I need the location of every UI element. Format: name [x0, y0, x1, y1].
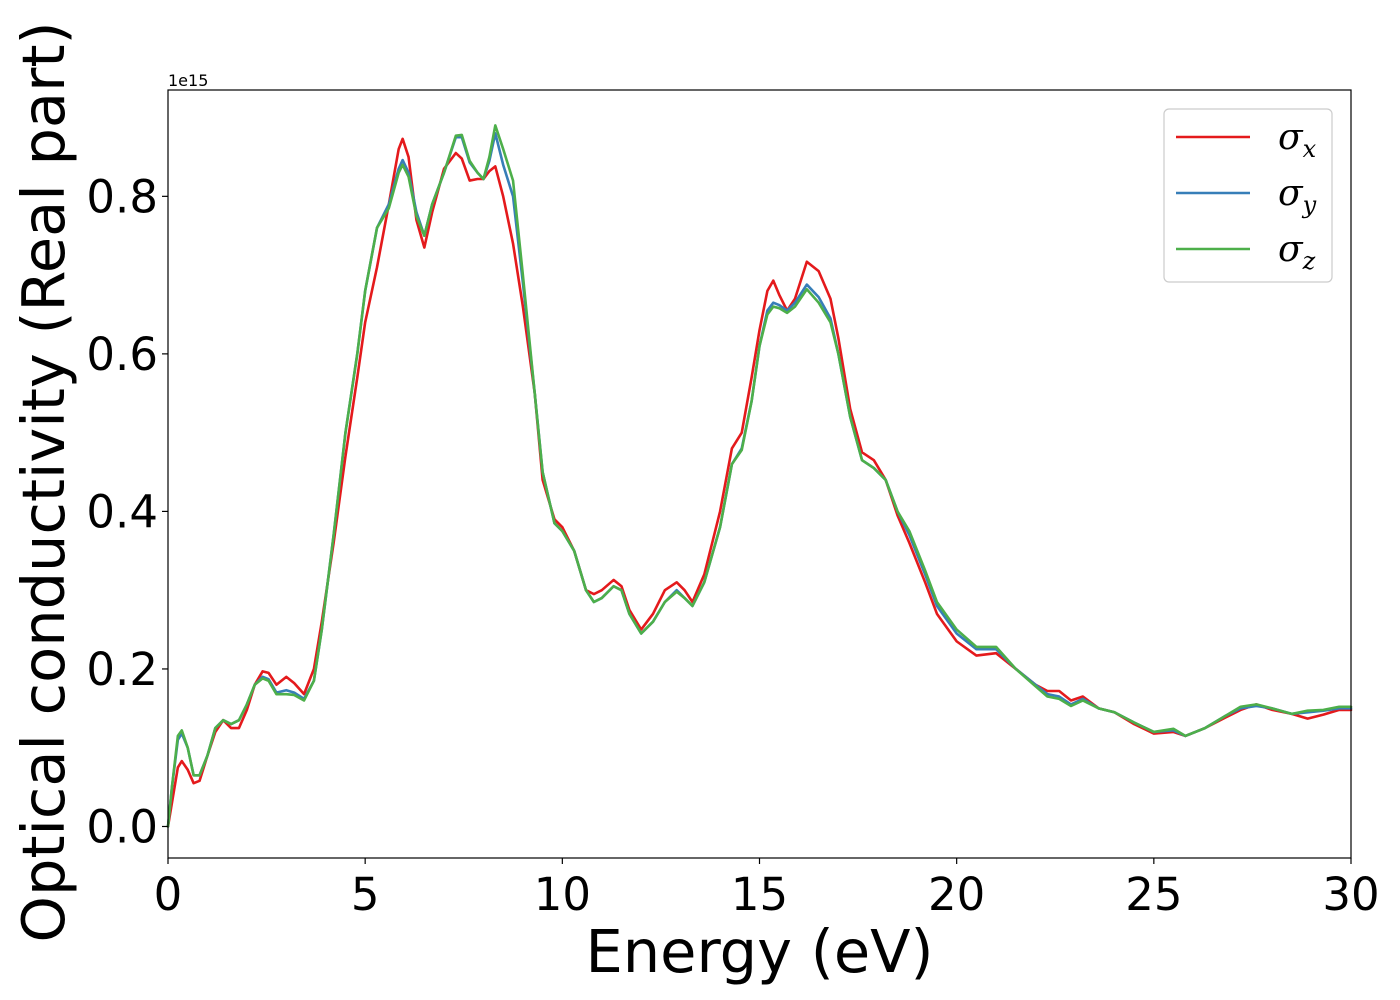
legend-items: σx σy σz — [1176, 117, 1317, 275]
x-tick-label: 0 — [154, 868, 183, 921]
plot-background — [168, 90, 1351, 858]
x-axis-title: Energy (eV) — [585, 917, 933, 986]
x-tick-label: 5 — [351, 868, 380, 921]
x-tick-label: 30 — [1322, 868, 1379, 921]
plot-area — [166, 89, 1353, 859]
x-tick-label: 20 — [928, 868, 985, 921]
y-tick-label: 0.4 — [86, 485, 158, 538]
y-tick-label: 0.8 — [86, 170, 158, 223]
series-line-z — [166, 124, 1353, 828]
legend: σx σy σz — [1163, 108, 1333, 283]
y-axis-offset-label: 1e15 — [168, 71, 208, 90]
legend-label-z: σz — [1278, 229, 1316, 275]
legend-box — [1163, 108, 1333, 283]
legend-label-x: σx — [1278, 117, 1317, 163]
y-axis-title: Optical conductivity (Real part) — [9, 22, 78, 943]
x-tick-label: 10 — [534, 868, 591, 921]
y-axis-ticks: 0.0 0.2 0.4 0.6 0.8 — [86, 170, 168, 853]
series-layer — [166, 124, 1353, 828]
x-tick-label: 15 — [731, 868, 788, 921]
x-axis-ticks: 0 5 10 15 20 25 30 — [154, 858, 1380, 921]
y-tick-label: 0.0 — [86, 800, 158, 853]
legend-label-y: σy — [1278, 173, 1317, 219]
y-tick-label: 0.6 — [86, 328, 158, 381]
y-tick-label: 0.2 — [86, 643, 158, 696]
x-tick-label: 25 — [1125, 868, 1182, 921]
